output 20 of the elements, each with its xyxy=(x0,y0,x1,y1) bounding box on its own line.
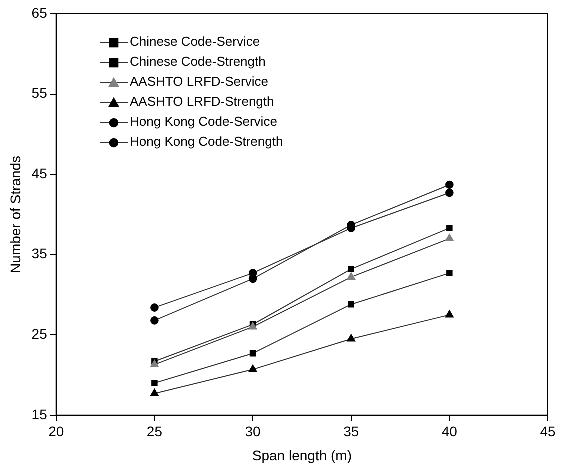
legend-label: Chinese Code-Strength xyxy=(130,54,266,69)
x-tick-label: 30 xyxy=(245,424,262,440)
legend-label: AASHTO LRFD-Service xyxy=(130,74,268,89)
x-tick-label: 25 xyxy=(146,424,163,440)
y-tick-label: 35 xyxy=(32,246,48,262)
y-tick-label: 65 xyxy=(32,4,48,21)
y-tick-label: 45 xyxy=(32,165,48,182)
x-tick-label: 35 xyxy=(344,424,360,440)
x-axis-title: Span length (m) xyxy=(252,447,352,464)
x-tick-label: 45 xyxy=(540,424,556,440)
x-tick-label: 20 xyxy=(48,424,64,440)
x-tick-label: 40 xyxy=(442,424,458,440)
legend-label: Chinese Code-Service xyxy=(130,34,260,49)
y-tick-label: 15 xyxy=(32,406,48,422)
y-tick-label: 25 xyxy=(32,326,48,342)
y-tick-label: 55 xyxy=(32,85,48,102)
legend-label: Hong Kong Code-Strength xyxy=(130,134,284,149)
legend-label: AASHTO LRFD-Strength xyxy=(130,94,274,109)
legend-label: Hong Kong Code-Service xyxy=(130,114,278,129)
y-axis-title: Number of Strands xyxy=(7,156,24,274)
